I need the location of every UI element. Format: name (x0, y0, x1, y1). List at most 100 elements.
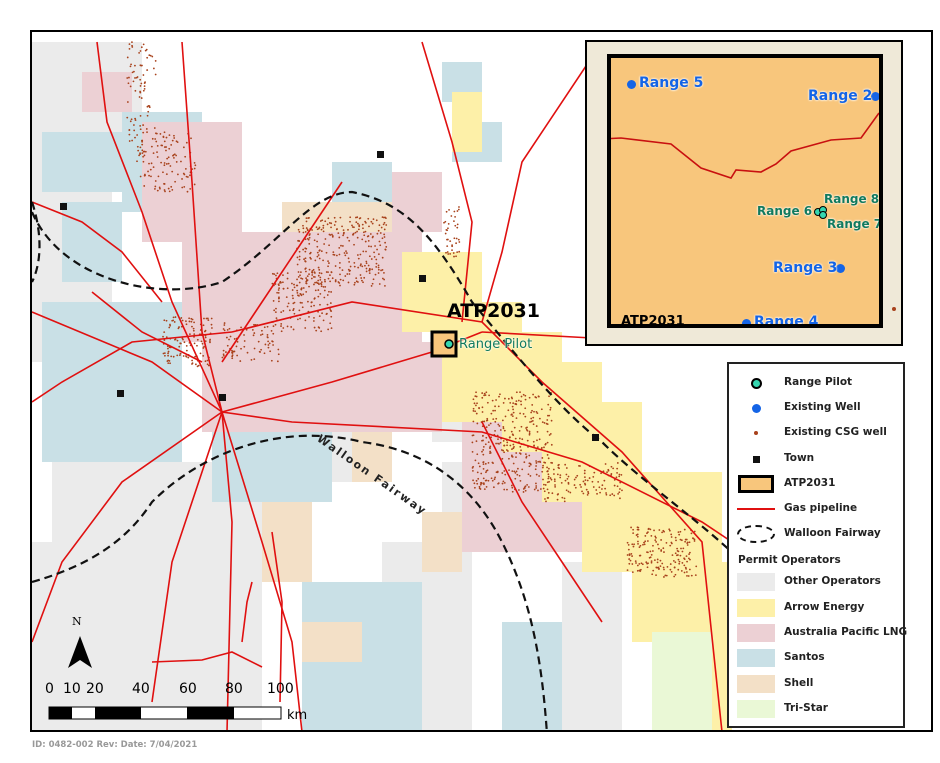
csg-well-dot (583, 476, 586, 479)
csg-well-dot (677, 558, 680, 561)
csg-well-dot (528, 462, 531, 465)
csg-well-dot (453, 210, 456, 213)
csg-well-dot (618, 491, 621, 494)
csg-well-dot (282, 274, 284, 277)
pilot-well-label: Range 6 (757, 204, 813, 218)
csg-well-dot (278, 287, 281, 290)
csg-well-dot (168, 147, 171, 150)
csg-well-dot (528, 465, 531, 468)
csg-well-dot (510, 484, 513, 487)
range-pilot-marker[interactable] (444, 339, 454, 349)
csg-well-dot (280, 325, 282, 327)
csg-well-dot (579, 483, 582, 486)
csg-well-dot (292, 302, 295, 305)
document-footer: ID: 0482-002 Rev: Date: 7/04/2021 (32, 740, 198, 750)
range-pilot-wells[interactable] (814, 206, 828, 219)
csg-well-dot (600, 472, 602, 475)
csg-well-dot (166, 360, 169, 363)
csg-well-dot (323, 243, 326, 245)
csg-well-dot (482, 445, 485, 448)
csg-well-dot (477, 477, 480, 480)
csg-well-dot (161, 144, 164, 147)
csg-well-dot (226, 328, 229, 331)
csg-well-dot (329, 308, 331, 310)
existing-well-marker[interactable] (871, 92, 879, 101)
legend-label: Existing CSG well (784, 426, 887, 438)
csg-well-dot (539, 488, 542, 490)
csg-well-dot (155, 140, 158, 143)
csg-well-dot (634, 560, 637, 563)
csg-well-dot (544, 461, 547, 464)
csg-well-dot (166, 157, 169, 160)
scale-tick: 100 (267, 681, 294, 697)
csg-well-dot (662, 547, 665, 550)
csg-well-dot (156, 189, 159, 192)
csg-well-dot (367, 217, 370, 220)
existing-well-marker[interactable] (742, 319, 751, 324)
csg-well-dot (628, 558, 631, 560)
csg-well-dot (455, 242, 458, 245)
csg-well-dot (486, 417, 489, 420)
csg-well-dot (167, 347, 169, 350)
csg-well-dot (303, 258, 305, 261)
csg-well-dot (322, 319, 325, 322)
csg-well-dot (649, 528, 652, 531)
csg-well-dot (494, 429, 496, 432)
csg-well-dot (368, 225, 370, 228)
existing-well-marker[interactable] (836, 264, 845, 273)
map-canvas[interactable] (32, 32, 933, 732)
csg-well-dot (190, 320, 193, 323)
legend-label: Tri-Star (784, 702, 828, 714)
csg-well-dot (546, 430, 549, 433)
csg-well-dot (298, 258, 301, 261)
csg-well-dot (497, 482, 500, 484)
csg-well-dot (327, 328, 330, 331)
csg-well-dot (322, 227, 325, 229)
csg-well-dot (339, 278, 342, 281)
csg-well-dot (558, 467, 560, 470)
csg-well-dot (158, 186, 161, 189)
csg-well-dot (180, 317, 183, 319)
csg-well-dot (549, 406, 552, 409)
csg-well-dot (272, 300, 275, 302)
csg-well-dot (515, 470, 518, 473)
csg-well-dot (305, 277, 308, 280)
csg-well-dot (330, 291, 333, 293)
csg-well-dot (670, 536, 673, 538)
csg-well-dot (548, 480, 550, 483)
csg-well-dot (245, 328, 248, 331)
csg-well-dot (675, 539, 677, 542)
csg-well-dot (193, 183, 196, 186)
csg-well-dot (595, 489, 598, 491)
csg-well-dot (601, 484, 604, 487)
csg-well-dot (308, 273, 310, 276)
csg-well-dot (472, 420, 475, 423)
csg-well-dot (515, 391, 518, 394)
csg-well-dot (163, 352, 166, 355)
csg-well-dot (508, 436, 511, 439)
csg-well-dot (318, 272, 321, 274)
csg-well-dot (193, 321, 195, 324)
csg-well-dot (322, 259, 324, 262)
csg-well-dot (535, 462, 538, 464)
csg-well-dot (180, 160, 182, 163)
csg-well-dot (528, 432, 531, 435)
csg-well-dot (271, 282, 274, 285)
csg-well-dot (503, 488, 506, 491)
csg-well-dot (679, 538, 682, 541)
well-label: Range 3 (773, 260, 838, 276)
csg-well-dot (502, 425, 505, 428)
csg-well-dot (665, 574, 668, 577)
csg-well-dot (140, 46, 143, 49)
csg-well-dot (349, 269, 351, 272)
existing-well-marker[interactable] (627, 80, 636, 89)
csg-well-dot (484, 443, 487, 446)
csg-well-dot (164, 190, 166, 193)
csg-well-dot (512, 443, 515, 446)
csg-well-dot (185, 323, 188, 326)
csg-well-dot (342, 279, 345, 282)
csg-well-dot (369, 233, 372, 235)
csg-well-dot (221, 356, 224, 359)
csg-well-dot (510, 430, 513, 433)
csg-well-dot (194, 164, 197, 167)
